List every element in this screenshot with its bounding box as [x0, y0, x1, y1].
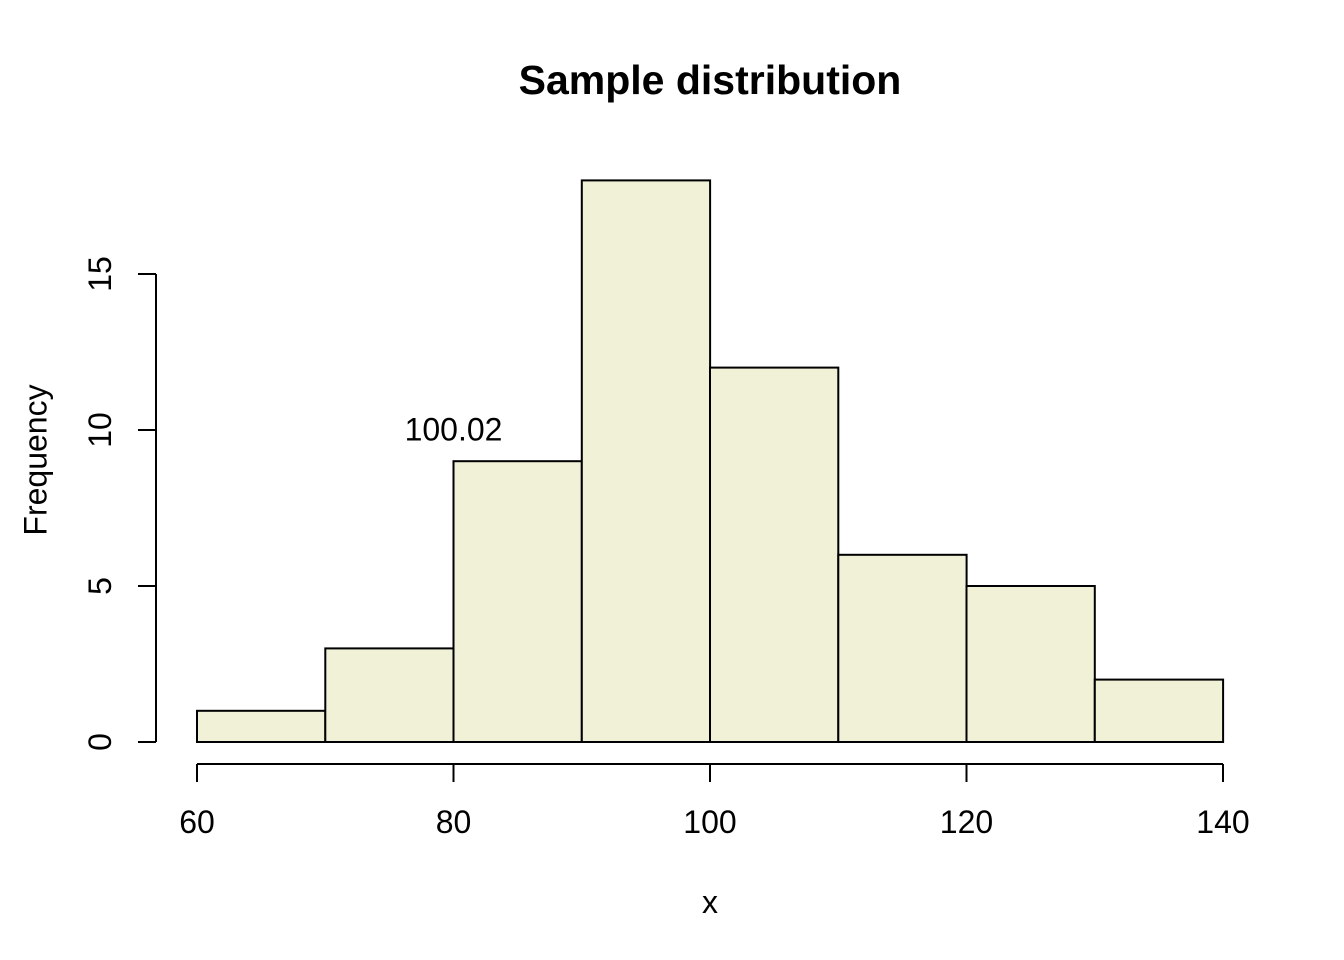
histogram-bar: [709, 366, 840, 743]
histogram-bar: [837, 553, 968, 743]
x-tick-label: 80: [436, 804, 472, 840]
x-tick-label: 60: [179, 804, 215, 840]
histogram-bar: [965, 585, 1096, 743]
x-tick-label: 140: [1196, 804, 1249, 840]
mean-value-annotation: 100.02: [404, 411, 503, 448]
x-axis-label: x: [702, 884, 718, 920]
histogram-bar: [1093, 678, 1225, 743]
histogram-bar: [452, 460, 583, 743]
x-tick-label: 120: [940, 804, 993, 840]
y-tick-label: 15: [82, 256, 118, 292]
histogram-bar: [196, 709, 327, 743]
histogram-bar: [324, 647, 455, 744]
y-tick-label: 10: [82, 412, 118, 448]
histogram-bar: [580, 179, 712, 743]
chart-title: Sample distribution: [518, 57, 902, 103]
y-tick-label: 5: [82, 577, 118, 595]
x-tick-label: 100: [683, 804, 736, 840]
y-tick-label: 0: [82, 733, 118, 751]
